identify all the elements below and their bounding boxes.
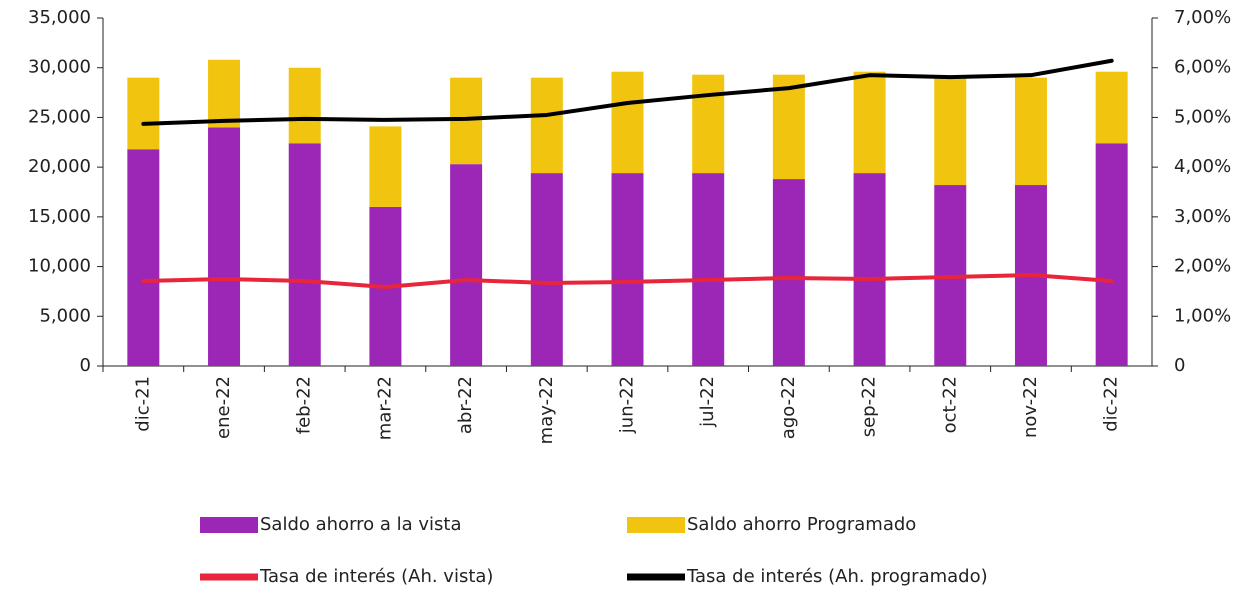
x-tick-label: ene-22: [213, 376, 234, 439]
bar: [530, 77, 563, 174]
bar: [692, 74, 725, 174]
legend-swatch: [627, 573, 685, 581]
bar: [853, 173, 886, 366]
y-tick-label: 0: [80, 355, 91, 376]
legend-swatch: [200, 573, 258, 581]
bar: [853, 71, 886, 174]
y-tick-label: 30,000: [28, 57, 91, 78]
y-tick-label: 15,000: [28, 206, 91, 227]
x-tick-label: ago-22: [778, 376, 799, 439]
bar: [692, 173, 725, 366]
y2-tick-label: 4,00%: [1174, 156, 1231, 177]
bar: [1095, 143, 1128, 366]
bar: [1095, 71, 1128, 144]
y-tick-label: 20,000: [28, 156, 91, 177]
x-tick-label: nov-22: [1020, 376, 1041, 438]
bar: [772, 179, 805, 366]
line: [141, 273, 1114, 289]
y2-tick-label: 7,00%: [1174, 7, 1231, 28]
bar: [127, 77, 160, 150]
y-tick-label: 35,000: [28, 7, 91, 28]
x-tick-label: abr-22: [455, 376, 476, 434]
bar: [772, 74, 805, 180]
bar: [450, 164, 483, 366]
y2-tick-label: 0: [1174, 355, 1185, 376]
line: [141, 58, 1114, 126]
x-tick-label: dic-21: [132, 376, 153, 432]
legend-label: Saldo ahorro a la vista: [260, 514, 462, 535]
bar: [1014, 77, 1047, 186]
legend-label: Tasa de interés (Ah. vista): [259, 566, 493, 587]
bar: [208, 59, 241, 128]
bar: [611, 71, 644, 174]
bar: [934, 77, 967, 186]
x-tick-label: oct-22: [939, 376, 960, 433]
x-tick-label: mar-22: [374, 376, 395, 440]
bar: [611, 173, 644, 366]
bar: [369, 126, 402, 207]
x-tick-label: may-22: [536, 376, 557, 444]
y2-tick-label: 2,00%: [1174, 256, 1231, 277]
bar: [288, 67, 321, 144]
legend-label: Saldo ahorro Programado: [687, 514, 916, 535]
x-tick-label: feb-22: [294, 376, 315, 434]
y-tick-label: 5,000: [39, 305, 91, 326]
legend-swatch: [200, 517, 258, 533]
bar: [127, 149, 160, 366]
legend-label: Tasa de interés (Ah. programado): [686, 566, 988, 587]
x-tick-label: jun-22: [617, 376, 638, 434]
y-tick-label: 10,000: [28, 256, 91, 277]
bar: [530, 173, 563, 366]
y-tick-label: 25,000: [28, 106, 91, 127]
y2-tick-label: 3,00%: [1174, 206, 1231, 227]
x-tick-label: sep-22: [859, 376, 880, 437]
y2-tick-label: 6,00%: [1174, 57, 1231, 78]
y2-tick-label: 1,00%: [1174, 305, 1231, 326]
y2-tick-label: 5,00%: [1174, 106, 1231, 127]
bar: [208, 127, 241, 366]
x-tick-label: jul-22: [697, 376, 718, 428]
x-tick-label: dic-22: [1101, 376, 1122, 432]
legend-swatch: [627, 517, 685, 533]
bar: [288, 143, 321, 366]
